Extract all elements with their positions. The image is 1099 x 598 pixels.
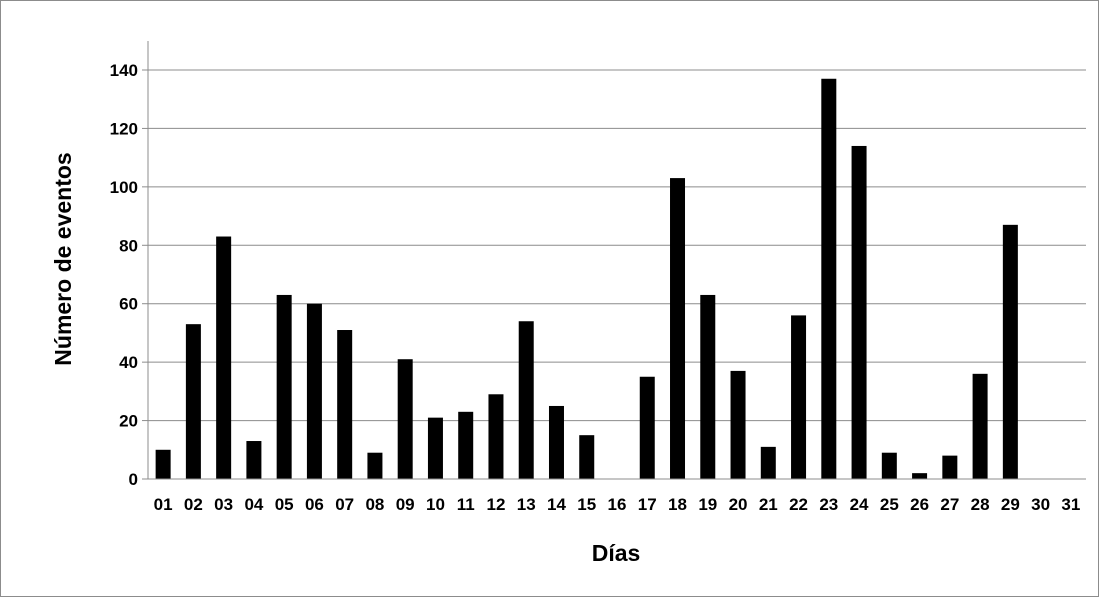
bar-20 — [730, 370, 746, 479]
bar-13 — [518, 321, 534, 479]
x-tick-label: 10 — [426, 495, 445, 514]
y-tick-label: 0 — [129, 470, 138, 489]
x-tick-label: 30 — [1031, 495, 1050, 514]
bar-11 — [458, 411, 474, 479]
y-tick-label: 100 — [110, 178, 138, 197]
bar-06 — [306, 303, 322, 479]
x-tick-label: 01 — [154, 495, 173, 514]
x-tick-label: 29 — [1001, 495, 1020, 514]
x-tick-label: 27 — [940, 495, 959, 514]
x-tick-label: 23 — [819, 495, 838, 514]
bar-25 — [881, 452, 897, 479]
y-tick-label: 20 — [119, 412, 138, 431]
x-tick-label: 28 — [971, 495, 990, 514]
x-tick-label: 03 — [214, 495, 233, 514]
bar-04 — [246, 441, 262, 479]
x-tick-label: 25 — [880, 495, 899, 514]
x-axis-title: Días — [592, 540, 641, 566]
x-tick-label: 19 — [698, 495, 717, 514]
bar-08 — [367, 452, 383, 479]
y-tick-label: 60 — [119, 295, 138, 314]
y-tick-label: 120 — [110, 119, 138, 138]
bar-23 — [821, 78, 837, 479]
y-tick-labels: 0 20 40 60 80 100 120 140 — [110, 61, 138, 489]
bar-28 — [972, 373, 988, 479]
axes — [147, 41, 1086, 480]
bar-07 — [337, 330, 353, 479]
x-tick-label: 21 — [759, 495, 778, 514]
x-tick-label: 20 — [729, 495, 748, 514]
bar-21 — [760, 446, 776, 479]
x-tick-label: 13 — [517, 495, 536, 514]
bar-02 — [185, 324, 201, 479]
x-tick-label: 11 — [457, 495, 475, 514]
x-tick-label: 17 — [638, 495, 657, 514]
gridlines — [142, 69, 1086, 480]
bar-26 — [912, 473, 928, 479]
bar-05 — [276, 294, 292, 479]
bar-03 — [216, 236, 232, 479]
x-tick-label: 24 — [850, 495, 869, 514]
y-axis-title: Número de eventos — [50, 152, 76, 365]
y-tick-label: 40 — [119, 353, 138, 372]
x-tick-label: 07 — [335, 495, 354, 514]
bar-10 — [427, 417, 443, 479]
x-tick-label: 02 — [184, 495, 203, 514]
y-tick-label: 80 — [119, 236, 138, 255]
x-tick-label: 16 — [608, 495, 627, 514]
x-tick-label: 06 — [305, 495, 324, 514]
x-tick-label: 18 — [668, 495, 687, 514]
bar-12 — [488, 394, 504, 479]
x-tick-label: 12 — [487, 495, 506, 514]
bar-22 — [791, 315, 807, 479]
bar-09 — [397, 359, 413, 479]
x-tick-label: 31 — [1061, 495, 1080, 514]
x-tick-label: 14 — [547, 495, 566, 514]
x-tick-label: 05 — [275, 495, 294, 514]
x-tick-labels: 01 02 03 04 05 06 07 08 09 10 11 12 13 14 15 16 17 18 19 20… — [154, 495, 1081, 514]
x-tick-label: 08 — [365, 495, 384, 514]
bar-15 — [579, 435, 595, 479]
y-tick-label: 140 — [110, 61, 138, 80]
bar-27 — [942, 455, 958, 479]
bar-01 — [155, 449, 171, 479]
bar-29 — [1002, 224, 1018, 479]
bar-24 — [851, 145, 867, 479]
bar-14 — [548, 405, 564, 479]
bars — [155, 78, 1018, 480]
x-tick-label: 15 — [577, 495, 596, 514]
bar-18 — [670, 178, 686, 480]
x-tick-label: 04 — [244, 495, 263, 514]
x-tick-label: 26 — [910, 495, 929, 514]
x-tick-label: 09 — [396, 495, 415, 514]
bar-17 — [639, 376, 655, 479]
x-tick-label: 22 — [789, 495, 808, 514]
bar-19 — [700, 294, 716, 479]
